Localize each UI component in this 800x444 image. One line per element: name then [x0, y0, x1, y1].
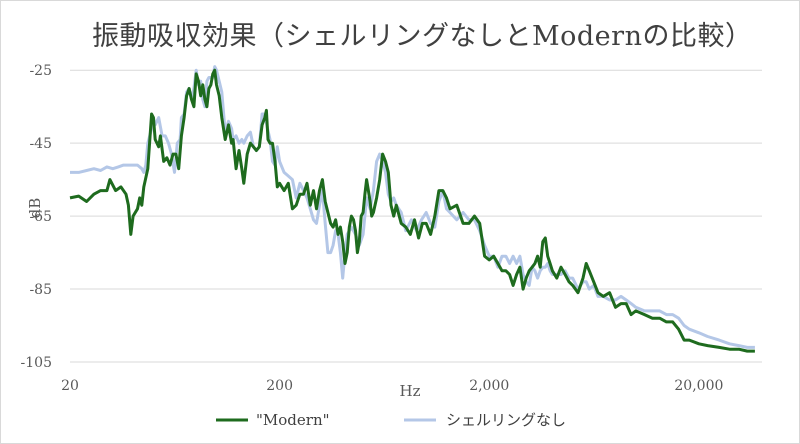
chart-title: 振動吸収効果（シェルリングなしとModernの比較） — [92, 21, 753, 52]
legend-label-0: "Modern" — [256, 411, 330, 429]
y-axis-label: dB — [26, 198, 44, 219]
x-tick-label: 2,000 — [469, 378, 509, 394]
x-tick-labels: 20 200 2,000 20,000 — [61, 378, 723, 394]
y-tick-label: -85 — [29, 282, 52, 298]
legend: "Modern" シェルリングなし — [216, 411, 566, 429]
legend-label-1: シェルリングなし — [446, 411, 566, 429]
series-line-1 — [70, 65, 755, 349]
y-tick-label: -45 — [29, 136, 52, 152]
y-tick-label: -105 — [21, 355, 52, 371]
y-tick-label: -25 — [29, 63, 52, 79]
series-lines — [69, 65, 755, 353]
x-tick-label: 20 — [61, 378, 79, 394]
x-axis-label: Hz — [400, 382, 421, 400]
x-tick-label: 20,000 — [674, 378, 723, 394]
x-tick-label: 200 — [266, 378, 293, 394]
y-tick-label: -65 — [29, 209, 52, 225]
series-line-0 — [69, 68, 755, 353]
y-tick-labels: -25 -45 -65 -85 -105 — [21, 63, 52, 371]
gridlines — [70, 69, 762, 363]
